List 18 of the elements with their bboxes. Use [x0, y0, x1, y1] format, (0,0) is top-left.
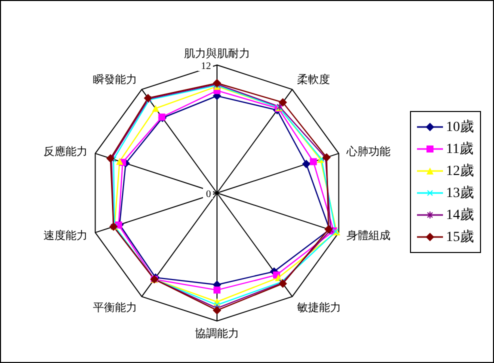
legend-label: 12歲 — [446, 162, 474, 180]
spoke-label: 瞬發能力 — [93, 72, 138, 86]
spoke-label: 柔軟度 — [296, 72, 330, 86]
spoke-label: 敏捷能力 — [296, 300, 341, 314]
spoke-label: 肌力與肌耐力 — [184, 47, 250, 60]
legend-label: 13歲 — [446, 184, 474, 202]
spoke-label: 速度能力 — [44, 228, 88, 242]
legend-label: 11歲 — [446, 140, 474, 158]
legend-label: 14歲 — [446, 206, 474, 224]
y-tick-label: 12 — [201, 61, 211, 72]
spoke-label: 身體組成 — [346, 228, 390, 242]
spoke-label: 平衡能力 — [93, 300, 138, 314]
y-tick-label: 0 — [206, 189, 211, 200]
legend-label: 10歲 — [446, 118, 474, 136]
spoke-label: 協調能力 — [195, 326, 239, 340]
spoke-label: 心肺功能 — [345, 144, 390, 158]
legend-label: 15歲 — [446, 228, 474, 246]
spoke-label: 反應能力 — [44, 144, 88, 158]
